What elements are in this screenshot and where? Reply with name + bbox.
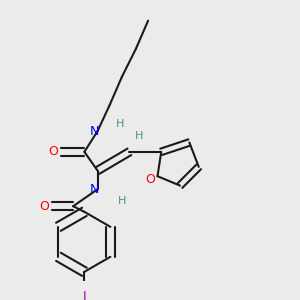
- Text: I: I: [82, 290, 86, 300]
- Text: N: N: [90, 183, 99, 196]
- Text: H: H: [116, 119, 124, 129]
- Text: N: N: [90, 125, 99, 138]
- Text: O: O: [49, 145, 58, 158]
- Text: O: O: [39, 200, 49, 213]
- Text: H: H: [118, 196, 126, 206]
- Text: H: H: [135, 131, 143, 141]
- Text: O: O: [145, 173, 155, 187]
